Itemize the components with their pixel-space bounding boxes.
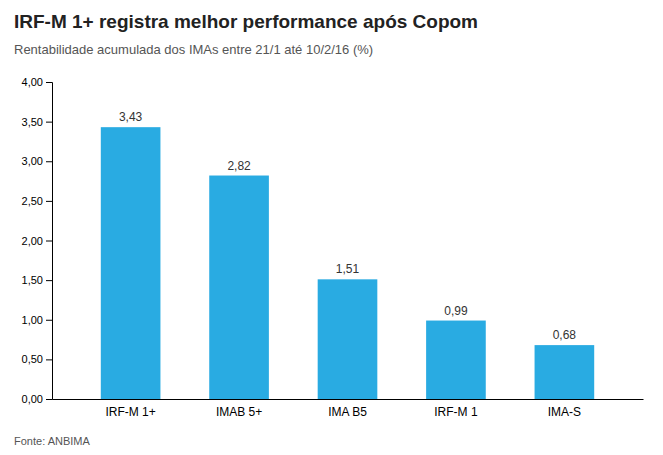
bar — [535, 345, 595, 399]
tick-label: 2,50 — [22, 195, 43, 207]
tick-label: 0,00 — [22, 393, 43, 405]
tick-label: IRF-M 1 — [434, 405, 478, 419]
axis-line — [53, 399, 644, 400]
tick: 2,00 — [22, 235, 52, 247]
tick-label: 4,00 — [22, 76, 43, 88]
tick: IMA B5 — [328, 405, 367, 419]
tick: 3,00 — [22, 155, 52, 167]
tick-label: 1,00 — [22, 314, 43, 326]
tick: IMAB 5+ — [216, 405, 262, 419]
chart: IRF-M 1+ registra melhor performance apó… — [0, 0, 663, 455]
tick: 0,50 — [22, 353, 52, 365]
tick-mark — [46, 161, 52, 162]
bar — [426, 321, 486, 399]
bars — [101, 127, 594, 399]
bar — [101, 127, 161, 399]
tick-mark — [46, 320, 52, 321]
plot: 3,43 2,82 1,51 0,99 0,68 0,00 0,50 1,00 1,50 2,00… — [22, 76, 644, 419]
tick: 1,50 — [22, 274, 52, 286]
tick-label: IMAB 5+ — [216, 405, 262, 419]
tick-label: IRF-M 1+ — [105, 405, 155, 419]
tick: IMA-S — [548, 405, 581, 419]
tick: 1,00 — [22, 314, 52, 326]
tick: IRF-M 1 — [434, 405, 478, 419]
tick-mark — [46, 201, 52, 202]
tick-label: IMA B5 — [328, 405, 367, 419]
data-labels: 3,43 2,82 1,51 0,99 0,68 — [119, 110, 576, 342]
tick-label: 3,00 — [22, 155, 43, 167]
subtitle: Rentabilidade acumulada dos IMAs entre 2… — [14, 42, 373, 57]
tick-label: 2,00 — [22, 235, 43, 247]
tick-mark — [46, 359, 52, 360]
data-label: 0,68 — [553, 328, 577, 342]
data-label: 2,82 — [227, 159, 251, 173]
source: Fonte: ANBIMA — [14, 435, 90, 447]
tick: 3,50 — [22, 116, 52, 128]
axis-line — [46, 83, 53, 400]
data-label: 1,51 — [336, 262, 360, 276]
tick-label: IMA-S — [548, 405, 581, 419]
tick-label: 3,50 — [22, 116, 43, 128]
tick: 2,50 — [22, 195, 52, 207]
y-axis: 0,00 0,50 1,00 1,50 2,00 2,50 3,00 3,50 4,00 — [22, 76, 53, 405]
x-axis: IRF-M 1+ IMAB 5+ IMA B5 IRF-M 1 IMA-S — [53, 400, 644, 419]
data-label: 3,43 — [119, 110, 143, 124]
tick-label: 0,50 — [22, 353, 43, 365]
tick: IRF-M 1+ — [105, 405, 155, 419]
tick-mark — [46, 82, 52, 83]
bar — [318, 279, 378, 399]
tick-mark — [46, 241, 52, 242]
tick-label: 1,50 — [22, 274, 43, 286]
tick-mark — [46, 122, 52, 123]
tick: 0,00 — [22, 393, 52, 405]
tick-mark — [46, 399, 52, 400]
tick: 4,00 — [22, 76, 52, 88]
bar — [209, 176, 269, 399]
tick-mark — [46, 280, 52, 281]
data-label: 0,99 — [444, 304, 468, 318]
title: IRF-M 1+ registra melhor performance apó… — [14, 11, 478, 32]
